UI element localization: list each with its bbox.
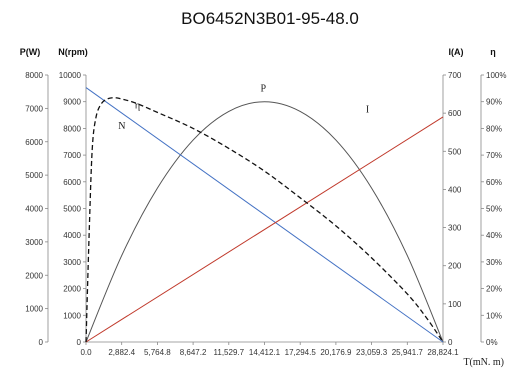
- series-line-i: [85, 116, 444, 343]
- x-axis-label: T(mN. m): [463, 357, 504, 368]
- y-tick-label-n: 10000: [59, 71, 82, 80]
- x-tick-label: 23,059.3: [356, 348, 388, 357]
- axis-label-i: I(A): [449, 47, 464, 57]
- x-tick-label: 20,176.9: [320, 348, 352, 357]
- y-tick-label-n: 0: [77, 338, 82, 347]
- y-tick-label-eta: 50%: [486, 205, 502, 214]
- x-tick-label: 2,882.4: [108, 348, 135, 357]
- axis-label-eta: η: [490, 47, 496, 57]
- series-labels: P N Iη: [118, 84, 369, 133]
- series-label-efficiency: η: [135, 100, 140, 111]
- y-tick-label-eta: 20%: [486, 285, 502, 294]
- x-tick-label: 8,647.2: [180, 348, 207, 357]
- y-tick-label-n: 9000: [63, 98, 81, 107]
- y-tick-label-p: 3000: [25, 238, 43, 247]
- y-tick-label-i: 600: [448, 109, 462, 118]
- y-tick-label-n: 7000: [63, 151, 81, 160]
- y-tick-label-n: 1000: [63, 311, 81, 320]
- y-tick-label-p: 2000: [25, 271, 43, 280]
- series-label-i: I: [366, 104, 369, 115]
- y-tick-label-eta: 40%: [486, 231, 502, 240]
- series-line-p: [85, 101, 444, 343]
- x-tick-label: 5,764.8: [144, 348, 171, 357]
- x-tick-label: 0.0: [80, 348, 92, 357]
- y-tick-label-n: 8000: [63, 124, 81, 133]
- y-tick-label-n: 2000: [63, 285, 81, 294]
- y-tick-label-n: 5000: [63, 205, 81, 214]
- axis-label-p: P(W): [20, 47, 41, 57]
- y-tick-label-p: 0: [39, 338, 44, 347]
- y-tick-label-eta: 60%: [486, 178, 502, 187]
- y-tick-label-p: 4000: [25, 205, 43, 214]
- y-tick-label-eta: 0%: [486, 338, 498, 347]
- axis-label-n: N(rpm): [58, 47, 88, 57]
- series-label-n: N: [118, 121, 125, 132]
- x-tick-label: 17,294.5: [285, 348, 317, 357]
- y-tick-label-p: 6000: [25, 138, 43, 147]
- y-tick-label-eta: 30%: [486, 258, 502, 267]
- y-tick-label-n: 3000: [63, 258, 81, 267]
- y-tick-label-i: 100: [448, 300, 462, 309]
- x-tick-label: 28,824.1: [427, 348, 459, 357]
- y-tick-label-n: 6000: [63, 178, 81, 187]
- chart-title: BO6452N3B01-95-48.0: [181, 9, 359, 28]
- y-tick-label-i: 700: [448, 71, 462, 80]
- y-tick-label-eta: 10%: [486, 311, 502, 320]
- y-tick-label-eta: 100%: [486, 71, 506, 80]
- x-tick-label: 11,529.7: [214, 348, 245, 357]
- axes: 0100020003000400050006000700080000100020…: [25, 71, 506, 357]
- series-label-p: P: [261, 84, 267, 95]
- series-lines: [85, 87, 444, 343]
- y-tick-label-p: 8000: [25, 71, 43, 80]
- y-tick-label-i: 200: [448, 262, 462, 271]
- y-tick-label-i: 300: [448, 224, 462, 233]
- y-tick-label-i: 400: [448, 185, 462, 194]
- y-tick-label-p: 1000: [25, 305, 43, 314]
- y-tick-label-eta: 80%: [486, 124, 502, 133]
- y-tick-label-p: 7000: [25, 104, 43, 113]
- y-tick-label-i: 500: [448, 147, 462, 156]
- y-tick-label-n: 4000: [63, 231, 81, 240]
- series-line-efficiency: [85, 97, 444, 343]
- y-tick-label-p: 5000: [25, 171, 43, 180]
- series-line-n: [85, 87, 444, 343]
- y-tick-label-i: 0: [448, 338, 453, 347]
- y-tick-label-eta: 70%: [486, 151, 502, 160]
- y-tick-label-eta: 90%: [486, 98, 502, 107]
- x-tick-label: 25,941.7: [392, 348, 424, 357]
- x-tick-label: 14,412.1: [249, 348, 281, 357]
